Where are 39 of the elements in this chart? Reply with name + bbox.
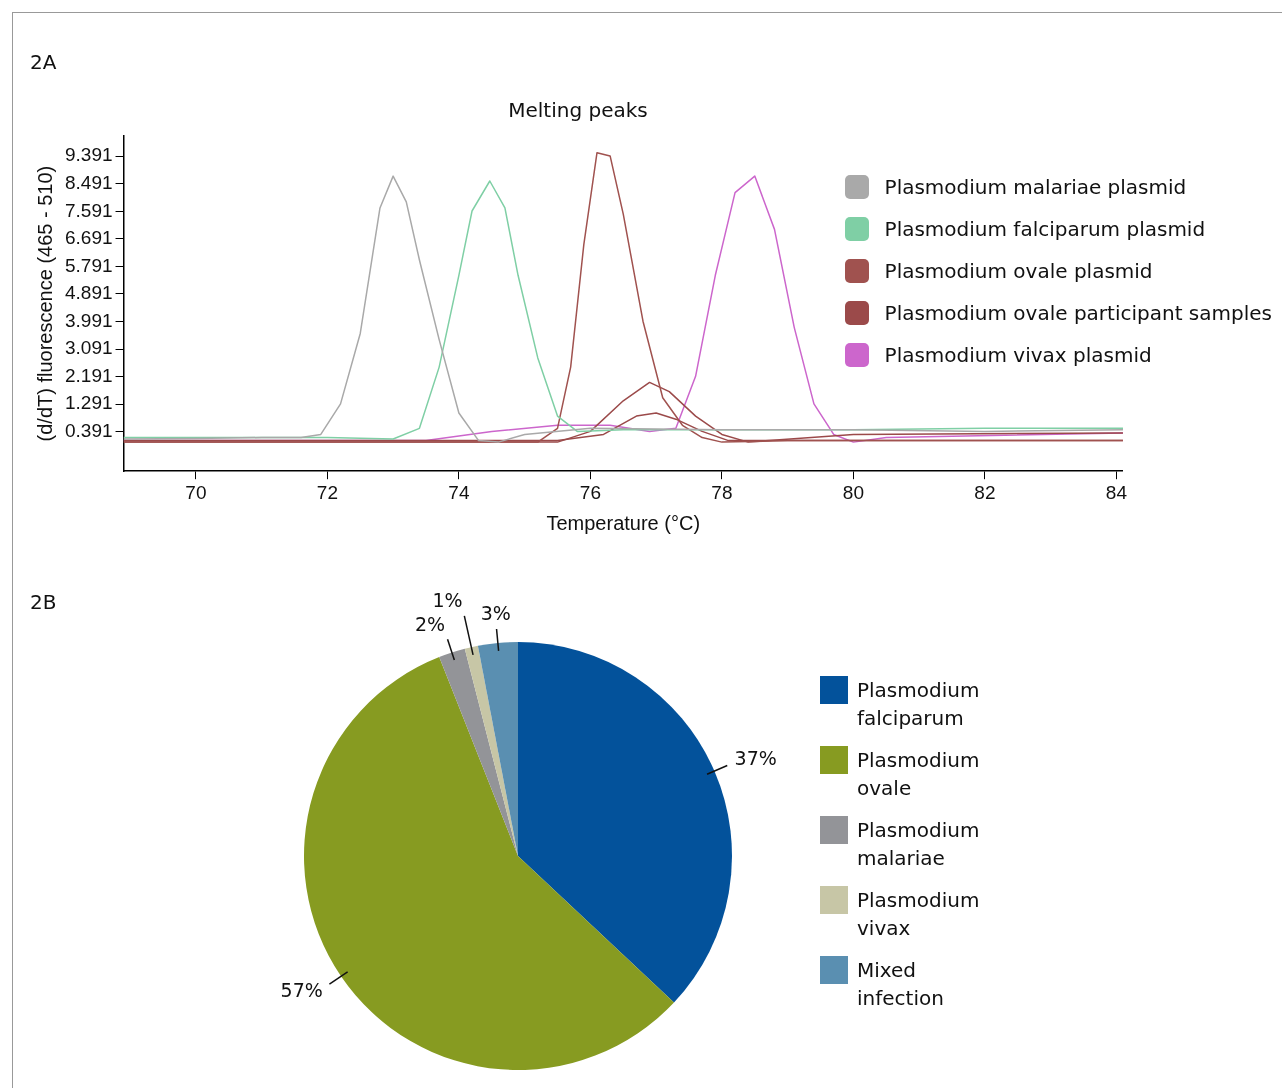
legend-label: Mixed infection	[857, 957, 945, 1012]
x-tick-label: 74	[448, 481, 470, 503]
y-tick-label: 5.791	[65, 254, 113, 276]
chart-title: Melting peaks	[508, 98, 648, 123]
data-label: 2%	[414, 612, 446, 635]
y-tick-label: 8.491	[65, 171, 113, 193]
x-tick-label: 70	[185, 481, 207, 503]
x-tick-label: 80	[842, 481, 864, 503]
y-axis-title: (d/dT) fluorescence (465 - 510)	[33, 165, 56, 442]
y-tick-label: 6.691	[65, 227, 113, 249]
y-tick-label: 3.091	[65, 337, 113, 359]
data-label: 37%	[734, 746, 777, 769]
y-tick-label: 7.591	[65, 199, 113, 221]
x-tick-label: 76	[579, 481, 601, 503]
y-tick-label: 1.291	[65, 392, 113, 414]
y-tick-label: 3.991	[65, 309, 113, 331]
legend-label: Plasmodium vivax	[857, 887, 981, 942]
legend-label: Plasmodium malariae plasmid	[884, 175, 1187, 199]
data-label: 3%	[480, 602, 511, 625]
legend-label: Plasmodium falciparum	[857, 677, 981, 732]
x-axis-title: Temperature (°C)	[546, 511, 701, 534]
x-tick-label: 78	[711, 481, 733, 503]
legend-label: Plasmodium ovale	[857, 747, 981, 802]
y-tick-label: 0.391	[65, 419, 113, 441]
legend-label: Plasmodium falciparum plasmid	[884, 217, 1206, 241]
y-tick-label: 4.891	[65, 282, 113, 304]
data-label: 1%	[432, 589, 463, 612]
legend-label: Plasmodium ovale plasmid	[884, 259, 1153, 283]
x-tick-label: 84	[1105, 481, 1128, 503]
legend-label: Plasmodium vivax plasmid	[884, 343, 1152, 367]
legend-label: Plasmodium ovale participant samples	[884, 301, 1272, 325]
x-tick-label: 82	[974, 481, 996, 503]
x-tick-label: 72	[316, 481, 338, 503]
y-tick-label: 9.391	[65, 144, 113, 166]
text: 2A	[30, 50, 57, 74]
y-tick-label: 2.191	[65, 364, 113, 386]
data-label: 57%	[280, 978, 323, 1001]
text: 2B	[30, 590, 57, 614]
legend-label: Plasmodium malariae	[857, 817, 981, 872]
